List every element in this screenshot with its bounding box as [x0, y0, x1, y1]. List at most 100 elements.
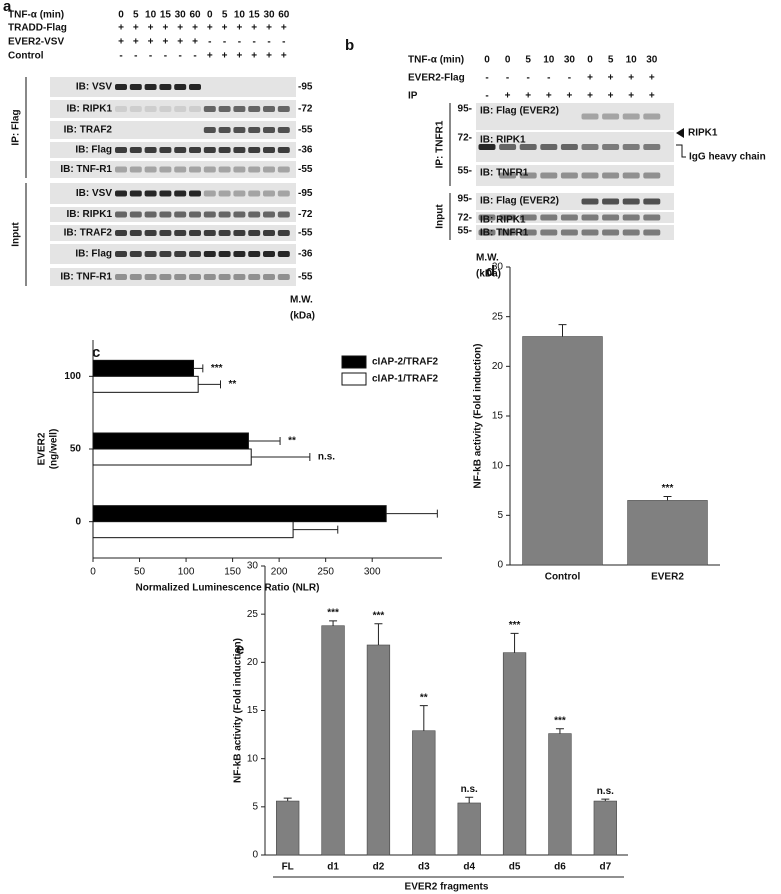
mw-title: M.W. [290, 295, 313, 306]
treatment-lane: + [207, 23, 213, 34]
bar [548, 733, 572, 856]
band [519, 229, 537, 236]
band [218, 166, 231, 173]
treatment-lane: + [546, 91, 552, 102]
section-name: IP: TNFR1 [435, 120, 446, 168]
band [643, 198, 661, 205]
band [203, 127, 216, 133]
x-tick-label: d5 [509, 862, 521, 873]
band [602, 144, 620, 150]
band [519, 214, 537, 221]
band [174, 230, 187, 236]
band [189, 251, 201, 257]
treatment-lane: - [282, 37, 285, 48]
treatment-lane: + [281, 51, 287, 62]
bracket [676, 144, 686, 158]
y-tick-label: 0 [75, 516, 81, 527]
band [248, 211, 261, 218]
band [263, 251, 275, 257]
band [218, 127, 231, 133]
treatment-lane: - [506, 73, 509, 84]
band [277, 230, 290, 236]
band [233, 106, 246, 112]
band [159, 84, 172, 90]
band [233, 251, 246, 257]
band [478, 229, 496, 236]
blot-label: IB: TRAF2 [64, 125, 113, 136]
band [602, 172, 620, 179]
legend-label: cIAP-2/TRAF2 [372, 357, 439, 368]
band [602, 113, 620, 120]
blot-label: IB: RIPK1 [66, 209, 112, 220]
treatment-lane: 15 [249, 10, 261, 21]
band [218, 274, 231, 280]
band [478, 214, 496, 221]
band [581, 214, 599, 221]
treatment-lane: - [253, 37, 256, 48]
band [277, 147, 290, 153]
mw-marker: 55- [458, 166, 472, 177]
error-bar [193, 364, 204, 373]
treatment-lane: 5 [222, 10, 228, 21]
band [115, 147, 127, 153]
x-tick-label: d1 [327, 862, 339, 873]
band [203, 190, 216, 197]
band [499, 172, 517, 179]
treatment-lane: + [649, 91, 655, 102]
legend-swatch [341, 372, 367, 386]
blot-label: IB: RIPK1 [480, 135, 526, 146]
mw-marker: -95 [298, 82, 313, 93]
treatment-lane: + [566, 91, 572, 102]
band [129, 166, 142, 173]
band [602, 214, 620, 221]
treatment-lane: + [236, 51, 242, 62]
band [144, 147, 157, 153]
treatment-lane: + [192, 37, 198, 48]
treatment-lane: - [149, 51, 152, 62]
treatment-lane: - [485, 91, 488, 102]
treatment-lane: + [608, 73, 614, 84]
bar [412, 730, 436, 856]
treatment-lane: + [649, 73, 655, 84]
treatment-lane: + [133, 37, 139, 48]
band [174, 147, 187, 153]
x-tick-label: 250 [317, 567, 334, 578]
band [233, 274, 246, 280]
band [581, 198, 599, 205]
mw-marker: -55 [298, 272, 313, 283]
blot-label: IB: TNFR1 [480, 168, 529, 179]
bar [593, 800, 617, 856]
band [144, 84, 157, 90]
mw-marker: 95- [458, 104, 472, 115]
band [263, 127, 275, 133]
band [277, 274, 290, 280]
band [540, 214, 558, 221]
blot-label: IB: RIPK1 [480, 215, 526, 226]
treatment-lane: + [281, 23, 287, 34]
error-bar [251, 453, 311, 461]
error-bar [293, 525, 339, 534]
error-bar [601, 798, 610, 802]
x-tick-label: d2 [373, 862, 385, 873]
bar [92, 521, 294, 539]
band [129, 190, 142, 197]
x-tick-label: d6 [554, 862, 566, 873]
blot-label: IB: Flag [75, 145, 112, 156]
panel-label: c [92, 344, 100, 361]
treatment-lane: 30 [564, 55, 576, 66]
blot-strip [50, 244, 296, 264]
band [263, 147, 275, 153]
treatment-lane: 0 [207, 10, 213, 21]
band [159, 166, 172, 173]
band [144, 251, 157, 257]
mw-unit: (kDa) [290, 311, 315, 322]
band [233, 190, 246, 197]
band [115, 274, 127, 280]
treatment-name: IP [408, 91, 418, 102]
y-tick-label: 5 [497, 510, 503, 521]
mw-marker: 72- [458, 213, 472, 224]
treatment-lane: 60 [278, 10, 290, 21]
treatment-lane: 30 [646, 55, 658, 66]
band [248, 106, 261, 112]
y-axis-label: NF-kB activity (Fold induction) [473, 344, 484, 489]
